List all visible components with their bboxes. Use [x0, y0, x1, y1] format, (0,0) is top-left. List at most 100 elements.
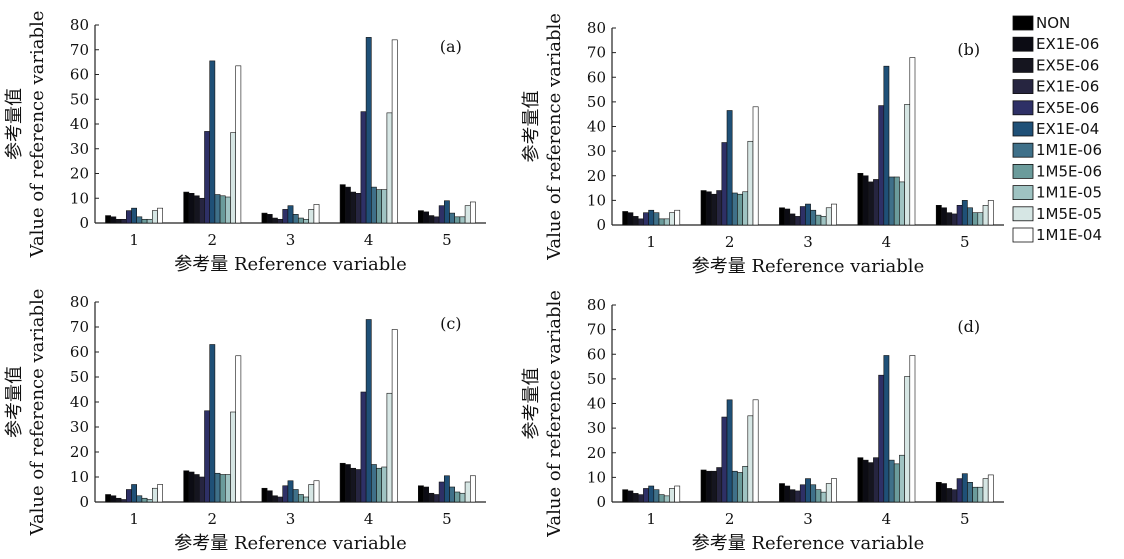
bar — [443, 475, 450, 503]
bar — [632, 493, 639, 503]
bar — [157, 207, 163, 224]
legend-label: EX5E-06 — [1036, 99, 1099, 117]
bar — [344, 464, 351, 503]
y-tick-label: 60 — [70, 66, 89, 84]
bar — [193, 195, 200, 224]
bar — [214, 472, 221, 503]
bar — [878, 374, 885, 503]
legend-label: NON — [1036, 14, 1070, 32]
bar — [360, 391, 367, 503]
bar — [716, 467, 723, 503]
x-tick-label: 1 — [646, 510, 656, 528]
bar — [899, 181, 905, 226]
legend-swatch — [1012, 36, 1034, 52]
legend-swatch — [1012, 79, 1034, 94]
bar — [266, 490, 273, 503]
legend-entry: 1M5E-06 — [1012, 162, 1102, 180]
x-tick-label: 5 — [442, 231, 452, 249]
y-tick-label: 60 — [587, 345, 606, 363]
chart-panel: 0 10 20 30 40 50 60 70 80 1 2 3 4 5 (d) 参考量 Reference v… — [521, 290, 1004, 554]
bar — [961, 473, 968, 503]
bar — [637, 218, 644, 226]
x-axis-label: 参考量 Reference variable — [174, 254, 406, 275]
bar — [428, 215, 435, 224]
bar — [805, 203, 811, 226]
bar — [277, 496, 283, 503]
bar — [449, 486, 455, 503]
bar — [752, 106, 759, 226]
legend-label: 1M1E-04 — [1036, 226, 1102, 244]
bar — [141, 497, 148, 503]
legend-label: EX1E-06 — [1036, 78, 1099, 96]
y-axis-label: Value of reference variable — [544, 290, 565, 538]
chart-panel: 0 10 20 30 40 50 60 70 80 1 2 3 4 5 (b) 参考量 Reference v… — [521, 13, 1004, 277]
bar — [716, 190, 723, 226]
bar — [136, 216, 143, 224]
bar — [893, 176, 900, 226]
legend-entry: EX5E-06 — [1012, 99, 1099, 117]
legend-entry: 1M1E-05 — [1012, 184, 1102, 202]
bar — [784, 485, 791, 503]
bar — [449, 212, 455, 224]
bar — [737, 472, 743, 503]
bar — [339, 184, 346, 224]
y-tick-label: 30 — [70, 140, 89, 158]
bar — [711, 193, 717, 226]
bar — [700, 469, 707, 503]
bar — [731, 470, 738, 503]
bar — [653, 212, 660, 226]
bar — [982, 205, 989, 226]
bar — [752, 399, 759, 503]
bar — [643, 488, 649, 503]
chart-panel: 0 10 20 30 40 50 60 70 80 1 2 3 4 5 (c) 参考量 Reference v… — [4, 289, 486, 554]
legend-label: EX1E-04 — [1036, 120, 1099, 138]
bar — [110, 495, 117, 503]
bar — [987, 200, 994, 226]
bar — [967, 481, 973, 503]
bar — [110, 216, 117, 224]
legend-swatch — [1012, 163, 1034, 179]
bar — [261, 487, 268, 503]
bar — [219, 474, 226, 503]
bar — [376, 189, 382, 224]
y-axis-label: Value of reference variable — [544, 13, 565, 261]
y-tick-label: 20 — [587, 444, 606, 462]
bar — [266, 214, 273, 224]
bar — [779, 483, 785, 503]
bar — [131, 207, 137, 224]
legend-entry: EX1E-04 — [1012, 120, 1099, 138]
x-tick-label: 4 — [364, 231, 374, 249]
bar — [653, 489, 660, 503]
y-tick-label: 40 — [587, 395, 606, 413]
x-axis-label: 参考量 Reference variable — [692, 256, 924, 277]
bar — [464, 205, 471, 224]
bar — [977, 212, 984, 226]
bar — [721, 416, 728, 503]
bar — [443, 200, 450, 224]
bar — [674, 485, 681, 503]
bar — [376, 467, 382, 503]
bar — [643, 212, 649, 226]
x-tick-label: 5 — [960, 233, 970, 251]
y-tick-label: 70 — [70, 318, 89, 336]
panel-label: (a) — [440, 37, 462, 56]
bar — [825, 207, 832, 226]
y-tick-label: 70 — [70, 41, 89, 59]
legend-entry: EX1E-06 — [1012, 35, 1099, 53]
y-tick-label: 0 — [596, 493, 606, 511]
bar — [904, 376, 911, 503]
bar — [622, 211, 629, 226]
bar — [370, 186, 377, 224]
bar — [658, 494, 665, 503]
x-tick-label: 1 — [129, 231, 139, 249]
bar — [794, 216, 801, 226]
bar — [794, 490, 801, 503]
bar — [873, 179, 879, 226]
legend-label: EX5E-06 — [1036, 56, 1099, 74]
bar — [152, 210, 158, 224]
legend-entry: EX5E-06 — [1012, 56, 1099, 74]
bar — [867, 181, 874, 226]
bar — [721, 142, 728, 226]
